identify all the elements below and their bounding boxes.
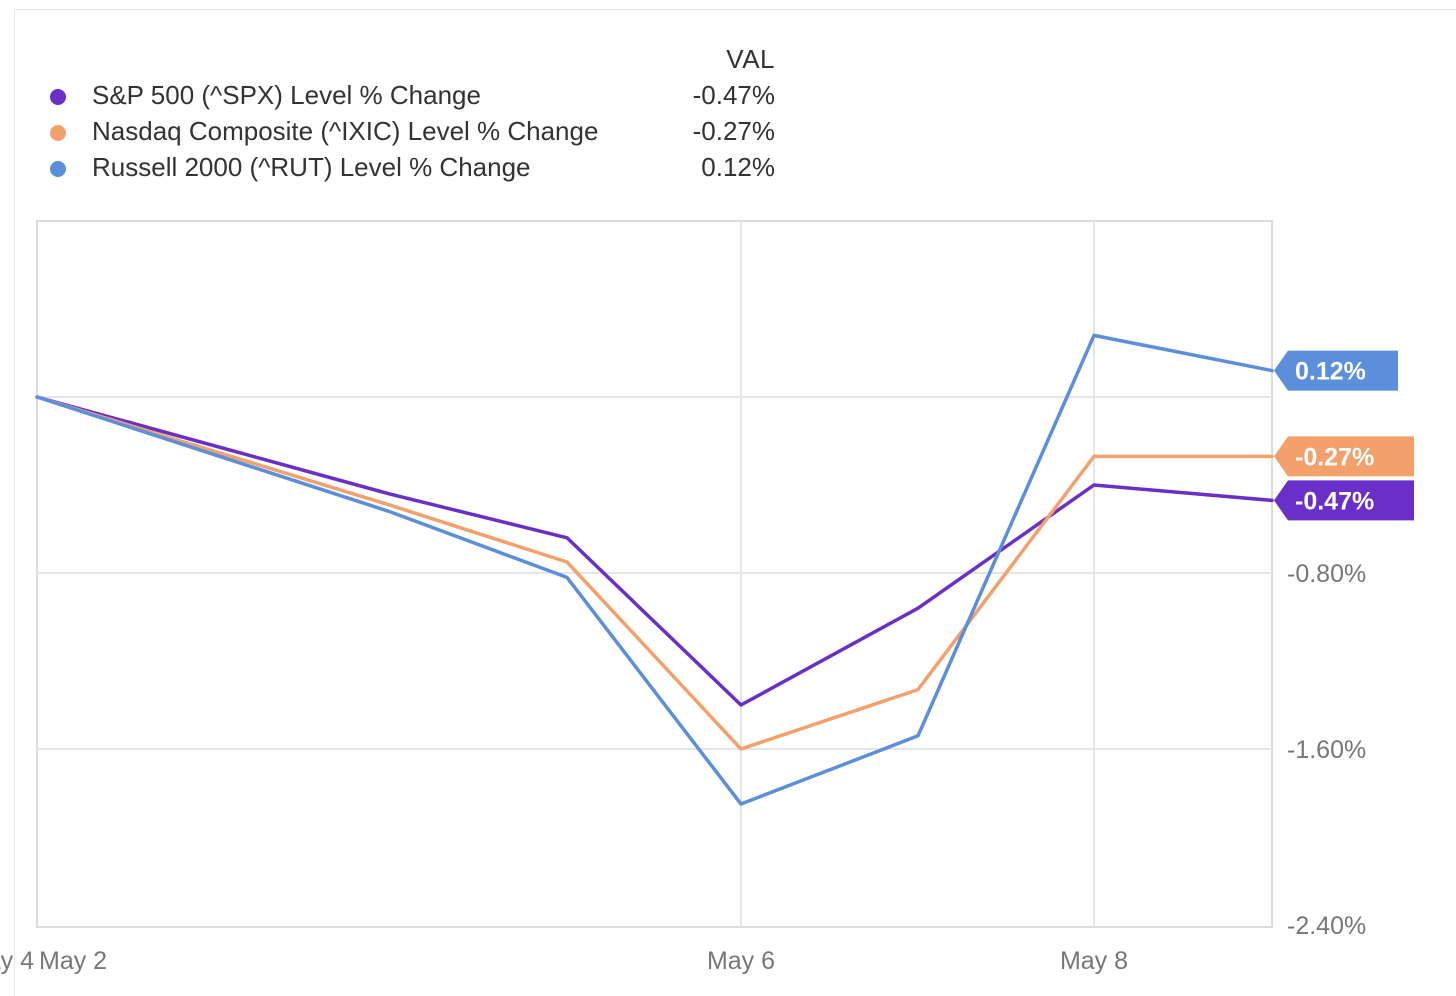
legend-value-header: VAL: [726, 44, 775, 74]
series-end-tag: [1274, 436, 1414, 477]
legend-item-value: -0.27%: [692, 116, 775, 146]
x-tick-label: May 8: [1060, 947, 1128, 975]
series-end-tag: [1274, 350, 1398, 391]
x-tick-label: May 6: [707, 947, 775, 975]
legend-item-value: 0.12%: [701, 152, 775, 182]
series-line: [35, 333, 1274, 806]
legend-item-name: Nasdaq Composite (^IXIC) Level % Change: [92, 116, 599, 146]
legend-dot-icon: [50, 125, 66, 141]
series-line: [35, 395, 1274, 751]
series-line: [35, 395, 1274, 707]
series-end-label: 0.12%: [1295, 358, 1366, 386]
legend-item-value: -0.47%: [692, 80, 775, 110]
chart-frame: [14, 9, 1456, 996]
y-tick-label: -0.80%: [1287, 560, 1366, 588]
legend-item-ixic: Nasdaq Composite (^IXIC) Level % Change …: [50, 116, 775, 152]
series-end-label: -0.27%: [1295, 443, 1374, 471]
y-tick-label: -1.60%: [1287, 736, 1366, 764]
legend-item-rut: Russell 2000 (^RUT) Level % Change 0.12%: [50, 152, 775, 188]
y-tick-label: -2.40%: [1287, 912, 1366, 940]
legend-dot-icon: [50, 161, 66, 177]
x-tick-label: May 2: [39, 947, 107, 975]
legend-dot-icon: [50, 89, 66, 105]
x-tick-label: May 4: [0, 947, 34, 975]
series-end-tag: [1274, 480, 1414, 521]
legend-item-name: Russell 2000 (^RUT) Level % Change: [92, 152, 531, 182]
legend-item-name: S&P 500 (^SPX) Level % Change: [92, 80, 481, 110]
legend-item-spx: S&P 500 (^SPX) Level % Change -0.47%: [50, 80, 775, 116]
series-end-label: -0.47%: [1295, 487, 1374, 515]
